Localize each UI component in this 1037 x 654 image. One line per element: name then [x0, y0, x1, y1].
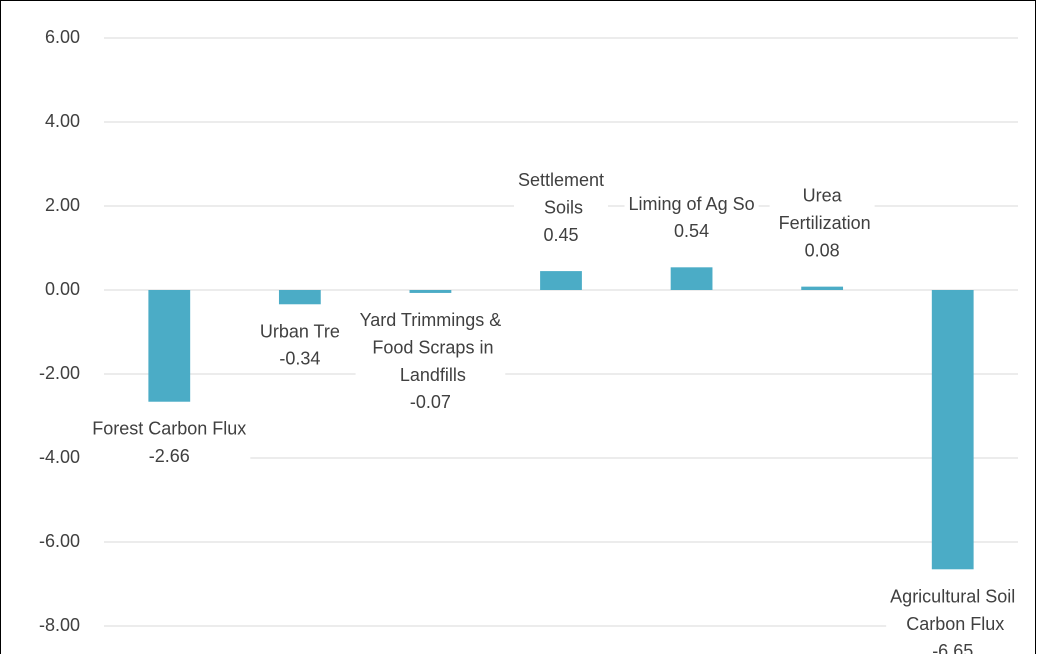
- label-background: [255, 319, 344, 371]
- category-label: Urea Fertilization: [774, 185, 871, 233]
- category-line: Urea: [803, 185, 843, 205]
- data-label: Urban Tre -0.34: [255, 319, 344, 371]
- value-label: 0.08: [805, 240, 840, 260]
- value-label: 0.45: [543, 225, 578, 245]
- category-label: Forest Carbon Flux: [92, 418, 246, 438]
- label-background: [769, 183, 875, 263]
- data-label: Forest Carbon Flux -2.66: [88, 416, 251, 468]
- label-background: [88, 416, 251, 468]
- data-label: Urea Fertilization 0.08: [769, 183, 875, 263]
- label-background: [355, 307, 506, 415]
- value-label: -2.66: [149, 446, 190, 466]
- bar: [540, 271, 582, 290]
- data-label: Agricultural Soil Carbon Flux -6.65: [886, 584, 1020, 654]
- category-label: Yard Trimmings & Food Scraps in Landfill…: [360, 310, 502, 385]
- bar: [670, 267, 713, 290]
- y-tick-label: 2.00: [45, 195, 80, 215]
- category-line: Soils: [539, 197, 583, 217]
- y-tick-label: -2.00: [39, 363, 80, 383]
- y-tick-label: 0.00: [45, 279, 80, 299]
- y-tick-label: -8.00: [39, 615, 80, 635]
- category-line: Forest Carbon Flux: [92, 418, 246, 438]
- category-label: Settlement Soils: [518, 170, 604, 218]
- category-line: Yard Trimmings &: [360, 310, 502, 330]
- bar: [801, 286, 844, 290]
- data-label: Yard Trimmings & Food Scraps in Landfill…: [355, 307, 506, 415]
- data-label: Liming of Ag So 0.54: [624, 191, 759, 244]
- value-label: 0.54: [674, 221, 709, 241]
- bar: [278, 290, 321, 305]
- category-line: Food Scraps in: [367, 337, 493, 357]
- label-background: [886, 584, 1020, 654]
- y-tick-label: 4.00: [45, 111, 80, 131]
- data-label: Settlement Soils 0.45: [513, 167, 609, 247]
- value-label: -0.34: [279, 349, 320, 369]
- category-line: Landfills: [395, 365, 466, 385]
- y-tick-label: -6.00: [39, 531, 80, 551]
- category-line: Settlement: [518, 170, 604, 190]
- category-line: Carbon Flux: [901, 614, 1004, 634]
- y-tick-label: 6.00: [45, 27, 80, 47]
- category-line: Urban Tre: [260, 321, 340, 341]
- label-background: [513, 167, 609, 247]
- category-label: Urban Tre: [260, 321, 340, 341]
- category-line: Fertilization: [774, 213, 871, 233]
- y-tick-label: -4.00: [39, 447, 80, 467]
- value-label: -0.07: [410, 392, 451, 412]
- bar: [148, 290, 191, 402]
- category-line: Agricultural Soil: [890, 586, 1015, 606]
- bar: [931, 290, 974, 570]
- bar: [409, 290, 452, 293]
- category-line: Liming of Ag So: [629, 194, 755, 214]
- label-background: [624, 191, 759, 244]
- value-label: -6.65: [932, 641, 973, 654]
- category-label: Agricultural Soil Carbon Flux: [890, 586, 1015, 634]
- category-label: Liming of Ag So: [629, 194, 755, 214]
